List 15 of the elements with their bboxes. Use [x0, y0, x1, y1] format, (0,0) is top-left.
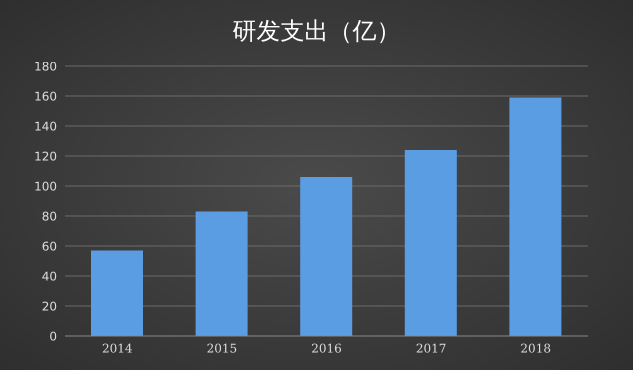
y-tick-label: 0 [49, 329, 57, 344]
y-tick-label: 120 [34, 149, 57, 164]
x-tick-label: 2015 [206, 342, 238, 356]
x-tick-label: 2014 [102, 342, 133, 356]
x-tick-label: 2018 [520, 342, 551, 356]
chart-title: 研发支出（亿） [232, 17, 400, 45]
y-tick-label: 100 [34, 179, 57, 194]
y-tick-label: 20 [42, 299, 57, 314]
y-tick-label: 140 [34, 119, 57, 134]
x-tick-label: 2016 [311, 342, 342, 356]
y-tick-label: 160 [34, 89, 57, 104]
y-tick-label: 40 [42, 269, 57, 284]
y-tick-label: 80 [42, 209, 57, 224]
x-tick-label: 2017 [416, 342, 446, 356]
y-tick-label: 60 [42, 239, 57, 254]
